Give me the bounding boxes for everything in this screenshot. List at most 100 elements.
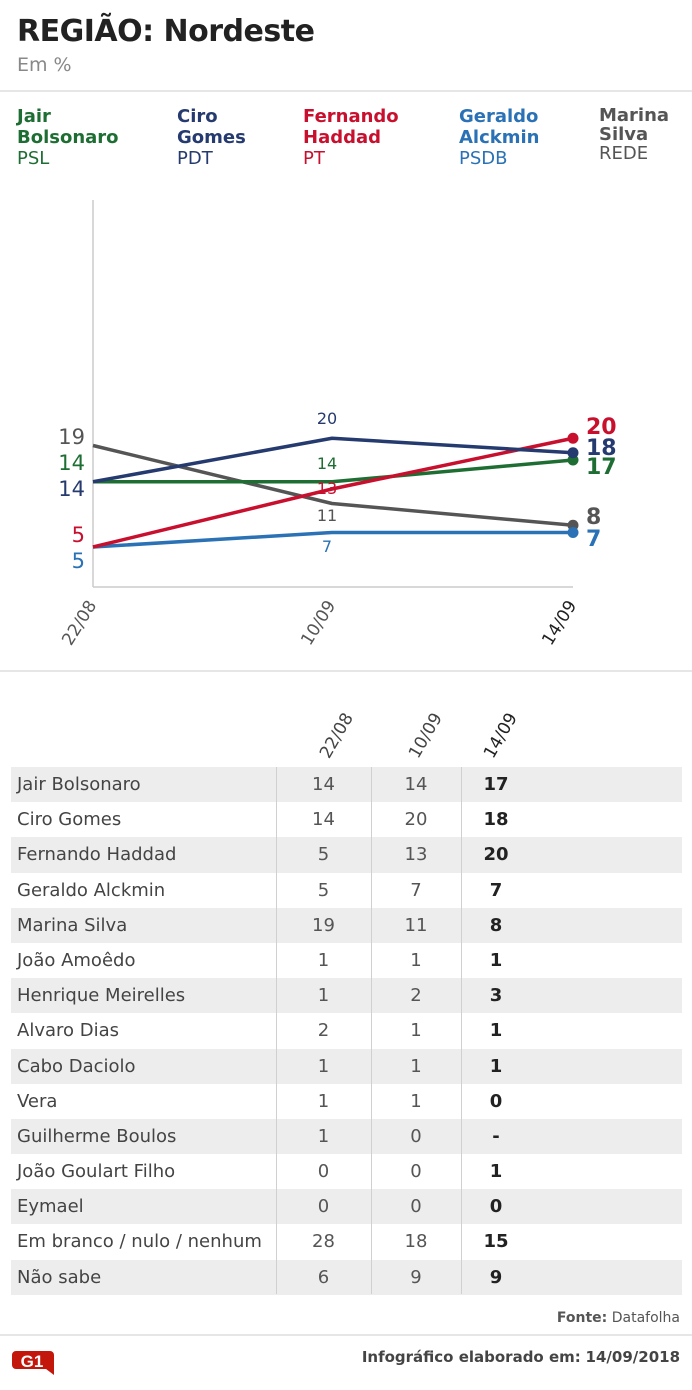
results-table: Jair Bolsonaro 14 14 17 Ciro Gomes 14 20 18 Fern… bbox=[11, 767, 682, 1295]
table-cell-value: 2 bbox=[410, 985, 422, 1007]
table-cell-candidate: Vera bbox=[17, 1090, 58, 1112]
table-cell-latest: 1 bbox=[489, 1055, 503, 1077]
legend-name: Jair Bolsonaro bbox=[17, 106, 119, 148]
table-column-divider bbox=[276, 767, 277, 1294]
legend-party: PSL bbox=[17, 148, 50, 169]
table-cell-candidate: Eymael bbox=[17, 1196, 84, 1218]
table-cell-latest: 9 bbox=[489, 1266, 503, 1288]
table-cell-latest: 1 bbox=[489, 1161, 503, 1183]
end-value-label: 18 bbox=[586, 436, 617, 461]
table-cell-value: 13 bbox=[404, 844, 428, 866]
table-cell-value: 1 bbox=[317, 985, 330, 1007]
mid-value-label: 20 bbox=[317, 409, 337, 428]
table-cell-value: 20 bbox=[404, 809, 428, 831]
legend-name: Geraldo Alckmin bbox=[459, 106, 540, 148]
table-cell-value: 14 bbox=[312, 774, 335, 795]
legend-name: Marina Silva bbox=[599, 105, 670, 145]
table-cell-candidate: Fernando Haddad bbox=[17, 844, 177, 866]
series-line bbox=[92, 443, 574, 527]
x-tick-label: 10/09 bbox=[297, 597, 340, 649]
series-end-point bbox=[567, 447, 579, 459]
legend-party: PDT bbox=[177, 148, 213, 169]
start-value-label: 14 bbox=[58, 477, 85, 501]
mid-value-label: 13 bbox=[317, 479, 337, 498]
series-line bbox=[92, 436, 574, 484]
legend-item: Jair Bolsonaro PSL bbox=[17, 106, 119, 169]
legend-party: REDE bbox=[599, 143, 649, 164]
table-row: Geraldo Alckmin 5 7 7 bbox=[11, 873, 682, 908]
source-label: Fonte: bbox=[556, 1310, 608, 1326]
table-cell-value: 7 bbox=[410, 879, 422, 901]
table-cell-candidate: Cabo Daciolo bbox=[17, 1055, 136, 1077]
table-row: João Amoêdo 1 1 1 bbox=[11, 943, 682, 978]
chart-divider bbox=[0, 670, 692, 672]
table-cell-candidate: Henrique Meirelles bbox=[17, 985, 186, 1007]
table-row: Vera 1 1 0 bbox=[11, 1084, 682, 1119]
end-value-label: 17 bbox=[586, 455, 617, 480]
legend-item: Geraldo Alckmin PSDB bbox=[459, 106, 539, 169]
table-cell-value: 0 bbox=[317, 1161, 330, 1183]
start-value-label: 5 bbox=[72, 549, 85, 573]
table-cell-candidate: Guilherme Boulos bbox=[17, 1125, 177, 1147]
legend-name: Ciro Gomes bbox=[177, 106, 246, 148]
table-cell-latest: - bbox=[492, 1125, 500, 1147]
table-row: Em branco / nulo / nenhum 28 18 15 bbox=[11, 1224, 682, 1259]
end-value-label: 20 bbox=[586, 415, 617, 440]
start-value-label: 19 bbox=[58, 425, 85, 449]
table-cell-value: 2 bbox=[317, 1020, 330, 1042]
table-cell-value: 0 bbox=[410, 1125, 422, 1147]
table-cell-latest: 20 bbox=[483, 844, 509, 866]
table-cell-value: 1 bbox=[317, 949, 330, 971]
table-cell-value: 11 bbox=[404, 914, 428, 936]
table-column-header: 22/08 bbox=[316, 709, 358, 762]
legend-item: Marina Silva REDE bbox=[599, 106, 669, 163]
footer-date: 14/09/2018 bbox=[585, 1348, 680, 1366]
table-cell-value: 18 bbox=[404, 1231, 428, 1253]
series-line bbox=[92, 436, 574, 549]
series-line bbox=[92, 530, 573, 549]
table-cell-latest: 17 bbox=[483, 774, 509, 795]
legend-item: Ciro Gomes PDT bbox=[177, 106, 246, 169]
mid-value-label: 7 bbox=[322, 537, 332, 556]
table-cell-value: 5 bbox=[317, 879, 330, 901]
table-row: Henrique Meirelles 1 2 3 bbox=[11, 978, 682, 1014]
table-cell-value: 1 bbox=[410, 1055, 422, 1077]
table-cell-value: 1 bbox=[317, 1125, 330, 1147]
table-cell-latest: 1 bbox=[489, 949, 503, 971]
table-cell-candidate: Geraldo Alckmin bbox=[17, 879, 166, 901]
legend-name: Fernando Haddad bbox=[303, 106, 399, 148]
table-cell-candidate: Ciro Gomes bbox=[17, 809, 122, 831]
legend-item: Fernando Haddad PT bbox=[303, 106, 399, 169]
table-cell-value: 1 bbox=[410, 1090, 422, 1112]
table-cell-value: 28 bbox=[312, 1231, 335, 1253]
mid-value-label: 14 bbox=[317, 454, 337, 473]
table-cell-value: 19 bbox=[312, 914, 335, 936]
table-row: Eymael 0 0 0 bbox=[11, 1189, 682, 1225]
start-value-label: 5 bbox=[72, 523, 85, 547]
table-cell-value: 1 bbox=[410, 1020, 422, 1042]
page-subtitle: Em % bbox=[17, 54, 72, 76]
table-cell-value: 9 bbox=[410, 1266, 422, 1288]
table-cell-candidate: Marina Silva bbox=[17, 914, 128, 936]
table-cell-value: 14 bbox=[312, 809, 335, 831]
table-row: Jair Bolsonaro 14 14 17 bbox=[11, 767, 682, 803]
series-end-point bbox=[567, 527, 579, 538]
mid-value-label: 11 bbox=[317, 506, 337, 525]
footer-label: Infográfico elaborado em: bbox=[361, 1348, 581, 1366]
table-cell-latest: 0 bbox=[489, 1196, 503, 1218]
table-column-header: 10/09 bbox=[405, 709, 447, 762]
table-cell-candidate: Jair Bolsonaro bbox=[17, 774, 141, 795]
table-cell-latest: 0 bbox=[489, 1090, 503, 1112]
table-cell-candidate: João Amoêdo bbox=[17, 949, 136, 971]
table-cell-candidate: Em branco / nulo / nenhum bbox=[17, 1231, 262, 1253]
footer-divider bbox=[0, 1334, 692, 1336]
series-end-point bbox=[567, 432, 579, 444]
table-cell-latest: 1 bbox=[489, 1020, 503, 1042]
series-line bbox=[93, 458, 574, 484]
table-cell-value: 1 bbox=[317, 1090, 330, 1112]
table-row: Fernando Haddad 5 13 20 bbox=[11, 837, 682, 873]
table-cell-candidate: Alvaro Dias bbox=[17, 1020, 120, 1042]
table-cell-value: 0 bbox=[410, 1196, 422, 1218]
table-row: João Goulart Filho 0 0 1 bbox=[11, 1154, 682, 1189]
